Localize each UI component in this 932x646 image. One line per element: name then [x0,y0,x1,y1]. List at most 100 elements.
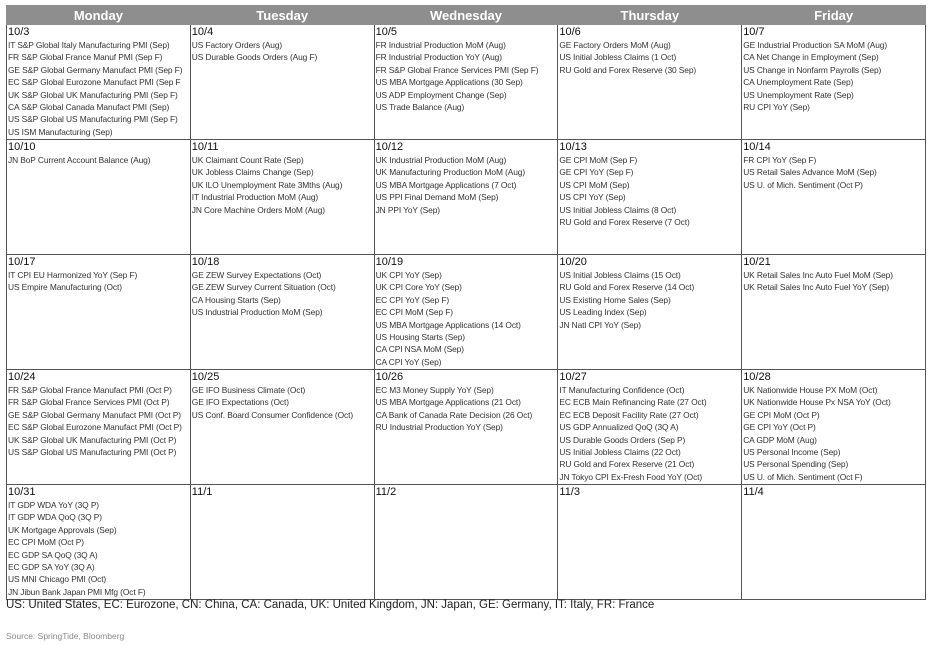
day-header: Thursday [557,5,743,25]
event: US Initial Jobless Claims (8 Oct) [559,204,677,215]
event: RU Gold and Forex Reserve (14 Oct) [559,282,695,293]
event: RU Gold and Forex Reserve (7 Oct) [559,217,690,228]
day-cell: 10/18 GE ZEW Survey Expectations (Oct) GE … [189,254,375,370]
event: US Empire Manufacturing (Oct) [8,282,122,293]
calendar-body: 10/3 IT S&P Global Italy Manufacturing PM… [6,24,926,600]
event: US Initial Jobless Claims (15 Oct) [559,270,681,280]
event: UK S&P Global UK Manufacturing PMI (Sep … [8,89,178,100]
event: US Initial Jobless Claims (1 Oct) [559,52,677,63]
date: 11/3 [559,486,580,498]
day-cell: 10/3 IT S&P Global Italy Manufacturing PM… [6,24,191,140]
event: FR Industrial Production MoM (Aug) [375,40,506,50]
event: UK Retail Sales Inc Auto Fuel MoM (Sep) [743,270,893,280]
week-row: 10/17 IT CPI EU Harmonized YoY (Sep F) US … [6,254,926,370]
day-cell: 10/4 US Factory Orders (Aug) US Durable Go… [189,24,375,140]
day-cell: 10/11 UK Claimant Count Rate (Sep) UK Jobl… [189,139,375,255]
day-cell: 10/27 IT Manufacturing Confidence (Oct) EC… [557,369,743,485]
event: EC CPI MoM (Oct P) [8,537,84,548]
event: US Initial Jobless Claims (22 Oct) [559,447,681,458]
day-cell: 10/24 FR S&P Global France Manufact PMI (… [6,369,191,485]
event: UK Retail Sales Inc Auto Fuel YoY (Sep) [743,282,890,293]
event: RU Gold and Forex Reserve (30 Sep) [559,64,697,75]
date: 10/24 [8,371,36,383]
date: 10/11 [191,141,219,153]
event: UK Nationwide House Px NSA YoY (Oct) [743,397,891,408]
event: US PPI Final Demand MoM (Sep) [375,192,499,203]
event: US Factory Orders (Aug) [191,40,283,50]
calendar-header: Monday Tuesday Wednesday Thursday Friday [6,5,926,25]
event: EC GDP SA QoQ (3Q A) [8,549,98,560]
day-cell: 10/20 US Initial Jobless Claims (15 Oct) R… [557,254,743,370]
date: 10/7 [743,26,765,38]
date: 11/4 [743,486,764,498]
event: US S&P Global US Manufacturing PMI (Sep … [8,114,178,125]
event: JN Tokyo CPI Ex-Fresh Food YoY (Oct) [559,471,703,482]
event: UK Claimant Count Rate (Sep) [191,155,304,165]
event: US CPI YoY (Sep) [559,192,626,203]
event: GE Factory Orders MoM (Aug) [559,40,671,50]
week-row: 10/3 IT S&P Global Italy Manufacturing PM… [6,24,926,140]
event: US U. of Mich. Sentiment (Oct P) [743,179,863,190]
event: US Unemployment Rate (Sep) [743,89,854,100]
event: UK Manufacturing Production MoM (Aug) [375,167,526,178]
event: EC GDP SA YoY (3Q A) [8,562,95,573]
day-header: Wednesday [373,5,559,25]
day-cell: 10/21 UK Retail Sales Inc Auto Fuel MoM (… [741,254,926,370]
event: GE CPI MoM (Oct P) [743,409,820,420]
event: US Durable Goods Orders (Sep P) [559,434,686,445]
event: GE CPI YoY (Oct P) [743,422,816,433]
event: IT S&P Global Italy Manufacturing PMI (S… [8,40,170,50]
event: UK ILO Unemployment Rate 3Mths (Aug) [191,179,343,190]
event: US Personal Income (Sep) [743,447,841,458]
event: EC CPI YoY (Sep F) [375,294,450,305]
event: UK Jobless Claims Change (Sep) [191,167,314,178]
date: 10/26 [375,371,404,383]
event: CA Housing Starts (Sep) [191,294,281,305]
event: EC M3 Money Supply YoY (Sep) [375,385,494,395]
event: JN Natl CPI YoY (Sep) [559,319,641,330]
date: 10/14 [743,141,771,153]
event: UK Industrial Production MoM (Aug) [375,155,507,165]
day-cell: 10/12 UK Industrial Production MoM (Aug) U… [373,139,559,255]
event: IT GDP WDA YoY (3Q P) [8,500,99,510]
event: RU Industrial Production YoY (Sep) [375,422,503,433]
week-row: 10/31 IT GDP WDA YoY (3Q P) IT GDP WDA QoQ… [6,484,926,600]
date: 10/31 [8,486,36,498]
event: GE ZEW Survey Expectations (Oct) [191,270,322,280]
event: US U. of Mich. Sentiment (Oct F) [743,471,863,482]
event: CA GDP MoM (Aug) [743,434,817,445]
event: FR S&P Global France Manufact PMI (Oct P… [8,385,172,395]
event: RU CPI YoY (Sep) [743,102,810,113]
day-header: Monday [6,5,191,25]
date: 10/5 [375,26,398,38]
date: 10/13 [559,141,587,153]
date: 10/27 [559,371,587,383]
event: US MBA Mortgage Applications (14 Oct) [375,319,521,330]
date: 10/10 [8,141,36,153]
event: EC ECB Main Refinancing Rate (27 Oct) [559,397,707,408]
event: RU Gold and Forex Reserve (21 Oct) [559,459,695,470]
date: 10/20 [559,256,587,268]
date: 11/2 [375,486,397,498]
event: US CPI MoM (Sep) [559,179,630,190]
source: Source: SpringTide, Bloomberg [6,631,125,641]
event: US ADP Employment Change (Sep) [375,89,507,100]
date: 10/19 [375,256,404,268]
event: US GDP Annualized QoQ (3Q A) [559,422,679,433]
event: GE S&P Global Germany Manufact PMI (Sep … [8,64,183,75]
event: UK S&P Global UK Manufacturing PMI (Oct … [8,434,177,445]
date: 10/18 [191,256,220,268]
event: UK Mortgage Approvals (Sep) [8,524,117,535]
day-cell: 11/1 [189,484,375,600]
event: CA CPI YoY (Sep) [375,356,442,367]
date: 10/12 [375,141,404,153]
event: EC S&P Global Eurozone Manufact PMI (Oct… [8,422,182,433]
event: US Personal Spending (Sep) [743,459,849,470]
day-cell: 10/14 FR CPI YoY (Sep F) US Retail Sales A… [741,139,926,255]
event: US S&P Global US Manufacturing PMI (Oct … [8,447,177,458]
event: US Durable Goods Orders (Aug F) [191,52,318,63]
event: JN Jibun Bank Japan PMI Mfg (Oct F) [8,586,146,597]
day-header: Friday [741,5,926,25]
event: JN PPI YoY (Sep) [375,204,440,215]
